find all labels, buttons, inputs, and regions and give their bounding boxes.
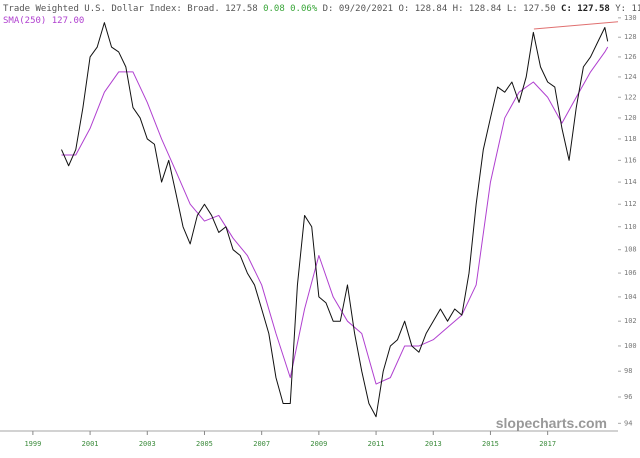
y-tick-label: 110 — [624, 223, 637, 231]
y-tick-label: 100 — [624, 342, 637, 350]
x-tick-label: 2009 — [310, 440, 327, 448]
series-line — [61, 22, 609, 418]
y-tick-label: 106 — [624, 269, 637, 277]
y-tick-label: 130 — [624, 14, 637, 22]
quote-part: 0.08 — [263, 4, 285, 14]
y-tick-label: 98 — [624, 367, 632, 375]
y-tick-label: 122 — [624, 93, 637, 101]
x-tick-label: 2001 — [82, 440, 99, 448]
quote-part: C: 127.58 — [561, 4, 610, 14]
y-tick-label: 120 — [624, 114, 637, 122]
trend-line — [533, 21, 619, 30]
quote-part: Y: 113.35 — [615, 4, 640, 14]
x-tick-label: 2007 — [253, 440, 270, 448]
x-tick-label: 2011 — [368, 440, 385, 448]
quote-part: 0.06% — [290, 4, 318, 14]
watermark: slopecharts.com — [496, 415, 607, 431]
series-line — [61, 46, 609, 385]
x-tick-label: 1999 — [24, 440, 41, 448]
y-tick-label: 94 — [624, 419, 632, 427]
quote-part: L: 127.50 — [507, 4, 556, 14]
y-tick-label: 128 — [624, 33, 637, 41]
x-tick-label: 2015 — [482, 440, 499, 448]
y-tick-label: 116 — [624, 156, 637, 164]
y-tick-label: 112 — [624, 200, 637, 208]
quote-part: O: 128.84 — [399, 4, 448, 14]
chart-title: Trade Weighted U.S. Dollar Index: Broad. — [3, 4, 220, 14]
x-tick-label: 2003 — [139, 440, 156, 448]
y-tick-label: 118 — [624, 135, 637, 143]
indicator-label: SMA(250) 127.00 — [3, 16, 84, 26]
y-tick-label: 104 — [624, 293, 637, 301]
x-tick-label: 2017 — [539, 440, 556, 448]
y-tick-label: 126 — [624, 53, 637, 61]
y-tick-label: 114 — [624, 178, 637, 186]
y-tick-label: 124 — [624, 73, 637, 81]
y-tick-label: 96 — [624, 393, 632, 401]
quote-part: 127.58 — [225, 4, 258, 14]
y-tick-label: 102 — [624, 317, 637, 325]
x-tick-label: 2013 — [425, 440, 442, 448]
header: Trade Weighted U.S. Dollar Index: Broad.… — [3, 4, 640, 14]
quote-part: D: 09/20/2021 — [323, 4, 393, 14]
y-tick-label: 108 — [624, 246, 637, 254]
quote-part: H: 128.84 — [453, 4, 502, 14]
x-tick-label: 2005 — [196, 440, 213, 448]
